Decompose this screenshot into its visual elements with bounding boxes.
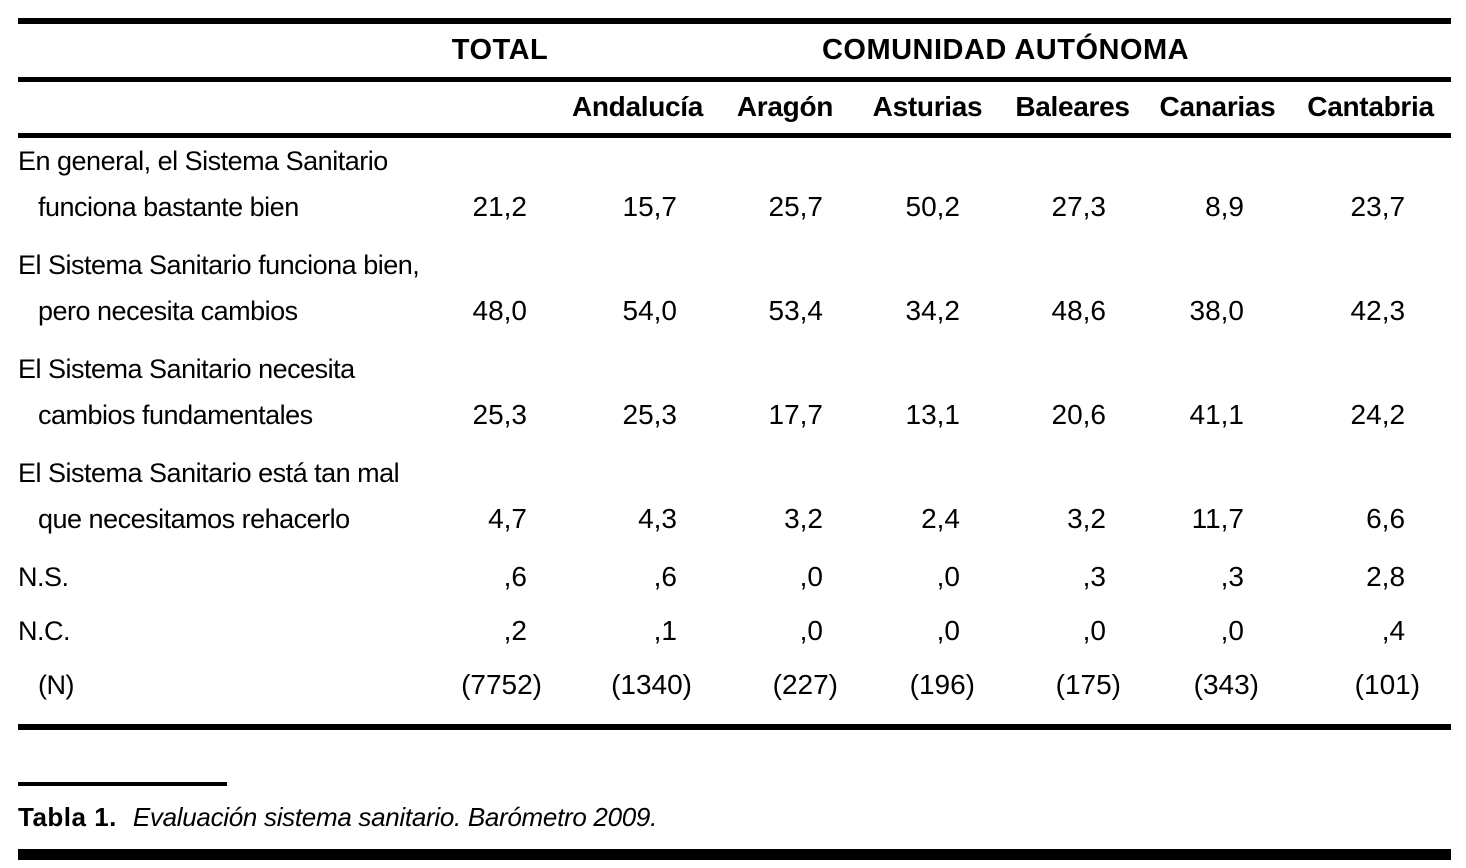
row-label: El Sistema Sanitario necesita cambios fu… xyxy=(18,346,440,450)
table-row: El Sistema Sanitario está tan mal que ne… xyxy=(18,450,1451,554)
table-cell: 34,2 xyxy=(905,294,961,326)
row-label: El Sistema Sanitario está tan mal que ne… xyxy=(18,450,440,554)
table-cell: 27,3 xyxy=(1051,190,1107,222)
row-label-line2: funciona bastante bien xyxy=(38,191,299,222)
paper-page: TOTAL COMUNIDAD AUTÓNOMA Andalucía Aragó… xyxy=(0,18,1466,868)
row-label: En general, el Sistema Sanitario funcion… xyxy=(18,135,440,242)
row-label-line2: cambios fundamentales xyxy=(38,399,313,430)
column-header-aragon: Aragón xyxy=(736,91,834,122)
table-cell: ,0 xyxy=(936,560,960,592)
row-label-line2: pero necesita cambios xyxy=(38,295,298,326)
total-group-header: TOTAL xyxy=(451,33,549,66)
table-cell: ,2 xyxy=(503,614,527,646)
column-header-andalucia: Andalucía xyxy=(571,91,704,122)
table-cell: 3,2 xyxy=(1067,502,1106,534)
table-cell: (7752) xyxy=(461,668,542,700)
empty-label-header xyxy=(18,79,440,135)
table-cell: 20,6 xyxy=(1051,398,1107,430)
group-header-row: TOTAL COMUNIDAD AUTÓNOMA xyxy=(18,21,1452,79)
table-cell: ,0 xyxy=(799,560,823,592)
table-cell: 48,6 xyxy=(1051,294,1107,326)
row-label-line1: El Sistema Sanitario necesita xyxy=(18,353,355,384)
column-header-row: Andalucía Aragón Asturias Baleares Canar… xyxy=(18,79,1452,135)
table-cell: 25,3 xyxy=(622,398,678,430)
table-cell: 25,3 xyxy=(472,398,528,430)
table-cell: 4,7 xyxy=(488,502,527,534)
table-cell: 11,7 xyxy=(1191,502,1244,534)
table-cell: 23,7 xyxy=(1350,190,1406,222)
table-cell: 21,2 xyxy=(472,190,528,222)
table-cell: ,0 xyxy=(1220,614,1244,646)
table-cell: ,0 xyxy=(799,614,823,646)
table-cell: ,4 xyxy=(1381,614,1406,646)
table-cell: 6,6 xyxy=(1366,502,1406,534)
table-cell: 8,9 xyxy=(1205,190,1244,222)
table-cell: 41,1 xyxy=(1189,398,1245,430)
table-cell: 2,4 xyxy=(921,502,960,534)
caption-label: Tabla 1. xyxy=(18,801,117,832)
table-cell: (227) xyxy=(772,668,838,700)
n-label: (N) xyxy=(38,669,74,700)
table-cell: 4,3 xyxy=(638,502,677,534)
table-row-nc: N.C. ,2 ,1 ,0 ,0 ,0 ,0 ,4 xyxy=(18,608,1451,662)
page-bottom-rule xyxy=(18,848,1451,860)
row-label-line1: El Sistema Sanitario funciona bien, xyxy=(18,249,420,280)
table-cell: 25,7 xyxy=(768,190,824,222)
column-header-canarias: Canarias xyxy=(1159,91,1276,122)
row-label-line2: que necesitamos rehacerlo xyxy=(38,503,350,534)
table-cell: ,6 xyxy=(653,560,677,592)
table-cell: 15,7 xyxy=(622,190,678,222)
row-label-line1: En general, el Sistema Sanitario xyxy=(18,145,388,176)
table-cell: ,0 xyxy=(1082,614,1106,646)
table-cell: 42,3 xyxy=(1350,294,1406,326)
row-label-line1: El Sistema Sanitario está tan mal xyxy=(18,457,400,488)
column-header-asturias: Asturias xyxy=(872,91,983,122)
caption-text: Evaluación sistema sanitario. Barómetro … xyxy=(132,801,657,832)
column-header-cantabria: Cantabria xyxy=(1307,91,1434,122)
table-cell: 48,0 xyxy=(472,294,528,326)
table-cell: (101) xyxy=(1354,668,1421,700)
table-cell: ,3 xyxy=(1220,560,1244,592)
table-cell: 13,1 xyxy=(905,398,961,430)
row-label: N.C. xyxy=(18,615,71,646)
table-cell: 38,0 xyxy=(1189,294,1245,326)
row-label: (N) xyxy=(18,662,440,727)
table-cell: ,0 xyxy=(936,614,960,646)
empty-corner-cell xyxy=(18,21,440,79)
table-cell: ,6 xyxy=(503,560,527,592)
table-cell: 3,2 xyxy=(784,502,823,534)
row-label: El Sistema Sanitario funciona bien, pero… xyxy=(18,242,440,346)
table-row-n: (N) (7752) (1340) (227) (196) (175) (343… xyxy=(18,662,1452,727)
evaluation-table: TOTAL COMUNIDAD AUTÓNOMA Andalucía Aragó… xyxy=(18,18,1452,730)
table-cell: 54,0 xyxy=(622,294,678,326)
table-cell: 2,8 xyxy=(1366,560,1406,592)
table-cell: (1340) xyxy=(611,668,692,700)
table-row: El Sistema Sanitario necesita cambios fu… xyxy=(18,346,1451,450)
table-cell: ,3 xyxy=(1082,560,1106,592)
column-header-baleares: Baleares xyxy=(1015,91,1130,122)
table-cell: 17,7 xyxy=(768,398,824,430)
caption-divider-rule xyxy=(18,781,227,786)
table-row-ns: N.S. ,6 ,6 ,0 ,0 ,3 ,3 2,8 xyxy=(18,554,1451,608)
table-cell: 53,4 xyxy=(768,294,824,326)
table-cell: (175) xyxy=(1055,668,1121,700)
row-label: N.S. xyxy=(18,561,69,592)
table-cell: (196) xyxy=(909,668,975,700)
table-cell: ,1 xyxy=(653,614,677,646)
table-caption: Tabla 1. Evaluación sistema sanitario. Ba… xyxy=(18,802,1466,833)
table-row: En general, el Sistema Sanitario funcion… xyxy=(18,135,1451,242)
table-cell: 50,2 xyxy=(905,190,961,222)
table-cell: 24,2 xyxy=(1350,398,1406,430)
comunidad-group-header: COMUNIDAD AUTÓNOMA xyxy=(821,33,1190,66)
empty-total-header xyxy=(440,79,560,135)
table-row: El Sistema Sanitario funciona bien, pero… xyxy=(18,242,1451,346)
table-cell: (343) xyxy=(1193,668,1259,700)
